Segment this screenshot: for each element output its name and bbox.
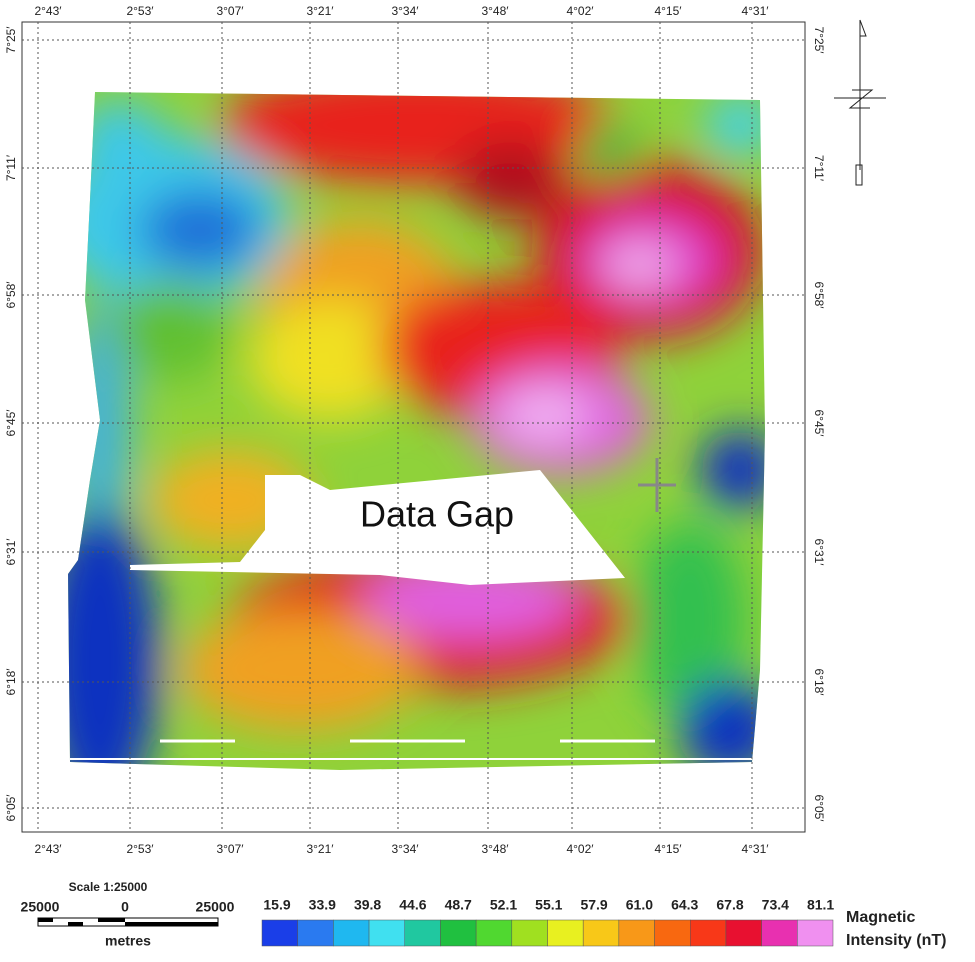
legend-label: 73.4 bbox=[762, 897, 789, 913]
north-arrow bbox=[834, 19, 886, 186]
latitude-label: 6°18′ bbox=[4, 668, 18, 696]
color-swatch bbox=[404, 919, 441, 947]
map-frame bbox=[21, 21, 806, 833]
longitude-label: 3°34′ bbox=[391, 4, 419, 18]
latitude-label: 6°05′ bbox=[4, 794, 18, 822]
magnetic-field bbox=[68, 92, 765, 770]
color-bar bbox=[261, 919, 834, 947]
color-swatch bbox=[654, 919, 691, 947]
scale-bar bbox=[37, 917, 219, 927]
latitude-label: 7°11′ bbox=[4, 154, 18, 181]
latitude-label: 6°31′ bbox=[812, 538, 826, 566]
legend-label: 44.6 bbox=[399, 897, 426, 913]
longitude-label: 3°07′ bbox=[216, 842, 244, 856]
color-swatch bbox=[475, 919, 513, 947]
color-swatch bbox=[618, 919, 655, 947]
legend-label: 33.9 bbox=[309, 897, 336, 913]
legend-label: 67.8 bbox=[716, 897, 743, 913]
longitude-label: 4°31′ bbox=[741, 4, 769, 18]
scale-center: 0 bbox=[121, 899, 129, 915]
color-swatch bbox=[547, 919, 584, 947]
latitude-label: 6°31′ bbox=[4, 538, 18, 566]
color-swatch bbox=[261, 919, 298, 947]
longitude-label: 3°21′ bbox=[306, 842, 334, 856]
data-gap bbox=[130, 470, 625, 585]
legend-label: 57.9 bbox=[580, 897, 607, 913]
latitude-label: 7°11′ bbox=[812, 155, 826, 182]
longitude-label: 3°48′ bbox=[481, 842, 509, 856]
color-swatch bbox=[368, 919, 405, 947]
color-swatch bbox=[333, 919, 370, 947]
scale-unit: metres bbox=[105, 933, 151, 949]
legend-label: 48.7 bbox=[445, 897, 472, 913]
scale-right: 25000 bbox=[196, 899, 235, 915]
graticule bbox=[22, 22, 805, 832]
crosshair bbox=[638, 458, 676, 512]
longitude-label: 2°53′ bbox=[126, 842, 154, 856]
legend-title: Intensity (nT) bbox=[846, 932, 946, 949]
latitude-label: 6°05′ bbox=[812, 794, 826, 822]
color-swatch bbox=[511, 919, 548, 947]
longitude-label: 4°02′ bbox=[566, 842, 594, 856]
color-swatch bbox=[440, 919, 477, 947]
longitude-label: 4°15′ bbox=[654, 842, 682, 856]
annotation: Data Gap bbox=[360, 494, 514, 535]
latitude-label: 7°25′ bbox=[812, 26, 826, 54]
longitude-label: 4°31′ bbox=[741, 842, 769, 856]
latitude-label: 6°18′ bbox=[812, 668, 826, 696]
legend-label: 64.3 bbox=[671, 897, 698, 913]
latitude-label: 6°58′ bbox=[812, 281, 826, 309]
scale-left: 25000 bbox=[21, 899, 60, 915]
longitude-label: 2°43′ bbox=[34, 4, 62, 18]
legend-label: 52.1 bbox=[490, 897, 517, 913]
latitude-label: 6°58′ bbox=[4, 281, 18, 309]
latitude-label: 6°45′ bbox=[812, 409, 826, 437]
longitude-label: 3°07′ bbox=[216, 4, 244, 18]
latitude-label: 7°25′ bbox=[4, 26, 18, 54]
latitude-label: 6°45′ bbox=[4, 409, 18, 437]
color-swatch bbox=[297, 919, 334, 947]
longitude-label: 3°48′ bbox=[481, 4, 509, 18]
color-swatch bbox=[725, 919, 762, 947]
legend-label: 81.1 bbox=[807, 897, 834, 913]
legend-label: 39.8 bbox=[354, 897, 381, 913]
longitude-label: 2°53′ bbox=[126, 4, 154, 18]
longitude-label: 3°34′ bbox=[391, 842, 419, 856]
color-swatch bbox=[582, 919, 620, 947]
longitude-label: 3°21′ bbox=[306, 4, 334, 18]
legend-label: 55.1 bbox=[535, 897, 562, 913]
legend-label: 61.0 bbox=[626, 897, 653, 913]
legend-title: Magnetic bbox=[846, 909, 915, 926]
longitude-label: 4°15′ bbox=[654, 4, 682, 18]
color-swatch bbox=[690, 919, 727, 947]
scale-title: Scale 1:25000 bbox=[69, 880, 148, 894]
longitude-label: 2°43′ bbox=[34, 842, 62, 856]
color-swatch bbox=[797, 919, 834, 947]
legend-label: 15.9 bbox=[263, 897, 290, 913]
color-swatch bbox=[761, 919, 798, 947]
longitude-label: 4°02′ bbox=[566, 4, 594, 18]
